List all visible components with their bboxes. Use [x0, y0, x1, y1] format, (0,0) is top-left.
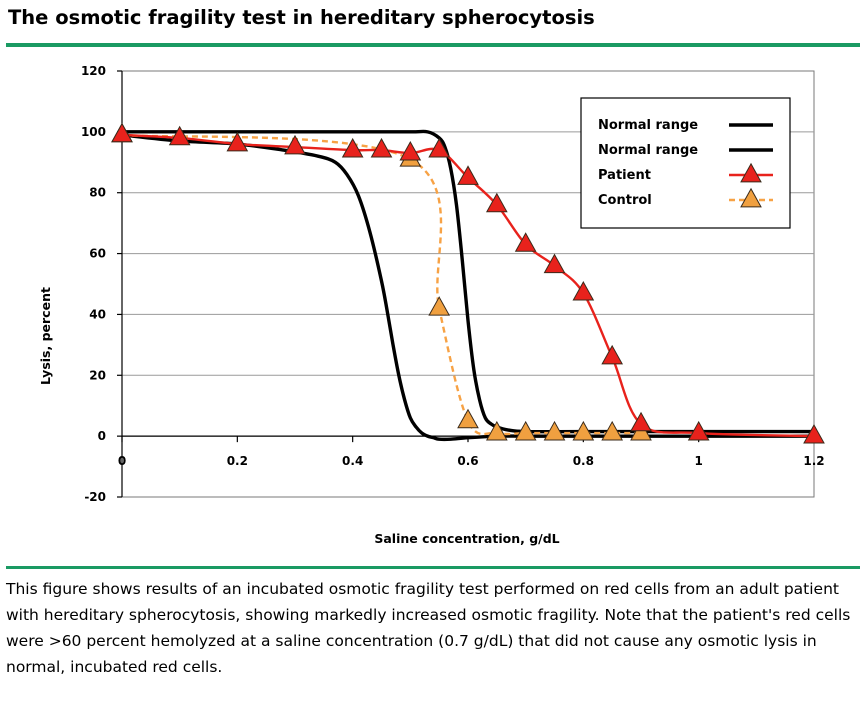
- data-point-marker: [630, 411, 652, 432]
- x-tick-label: 0.4: [342, 454, 363, 468]
- data-point-marker: [457, 165, 479, 185]
- data-point-marker: [428, 296, 451, 316]
- data-point-marker: [168, 125, 191, 146]
- data-point-marker: [803, 423, 825, 444]
- x-tick-label: 0.2: [227, 454, 248, 468]
- x-tick-label: 0.6: [457, 454, 478, 468]
- legend-label: Normal range: [598, 118, 698, 133]
- data-point-marker: [111, 122, 133, 143]
- data-point-marker: [399, 140, 422, 161]
- y-tick-label: 120: [81, 64, 106, 78]
- data-point-marker: [572, 420, 595, 441]
- y-tick-label: -20: [84, 490, 106, 504]
- axes: -20 0 20 40 60 80 100 120 0 0.2 0.4 0.6 0.8 1 1.2: [81, 64, 825, 504]
- data-point-marker: [370, 137, 393, 158]
- data-point-marker: [543, 253, 566, 274]
- legend-label: Normal range: [598, 143, 698, 158]
- figure-caption: This figure shows results of an incubate…: [6, 580, 851, 676]
- data-point-marker: [601, 420, 624, 441]
- data-point-marker: [457, 408, 479, 429]
- legend-label: Patient: [598, 168, 651, 183]
- data-point-marker: [428, 137, 451, 158]
- header-divider: [6, 43, 860, 47]
- y-axis-label: Lysis, percent: [38, 287, 53, 385]
- data-point-marker: [601, 344, 624, 365]
- data-point-marker: [514, 420, 537, 441]
- series-layer: [111, 122, 825, 444]
- legend: Normal range Normal range Patient Control: [580, 97, 791, 229]
- data-point-marker: [284, 134, 306, 155]
- x-tick-label: 0: [118, 454, 126, 468]
- osmotic-fragility-chart: -20 0 20 40 60 80 100 120 0 0.2 0.4 0.6 0.8 1 1.2 Norm…: [38, 64, 825, 546]
- y-tick-label: 60: [89, 247, 106, 261]
- legend-label: Control: [598, 193, 652, 208]
- page-title: The osmotic fragility test in hereditary…: [8, 6, 595, 29]
- caption-divider: [6, 566, 860, 569]
- y-tick-label: 40: [89, 307, 106, 321]
- legend-marker: [740, 162, 762, 183]
- y-tick-label: 20: [89, 368, 106, 382]
- data-point-marker: [485, 420, 508, 441]
- data-point-marker: [514, 232, 537, 252]
- data-point-marker: [687, 420, 710, 441]
- y-tick-label: 100: [81, 125, 106, 139]
- data-point-marker: [543, 420, 566, 441]
- y-tick-label: 80: [89, 186, 106, 200]
- x-axis-label: Saline concentration, g/dL: [374, 531, 559, 546]
- data-point-marker: [341, 137, 364, 158]
- data-point-marker: [226, 131, 249, 152]
- x-tick-label: 1: [694, 454, 702, 468]
- x-tick-label: 1.2: [803, 454, 824, 468]
- legend-marker: [740, 187, 762, 208]
- data-point-marker: [572, 280, 595, 301]
- y-tick-label: 0: [98, 429, 106, 443]
- x-tick-label: 0.8: [573, 454, 594, 468]
- data-point-marker: [485, 192, 508, 213]
